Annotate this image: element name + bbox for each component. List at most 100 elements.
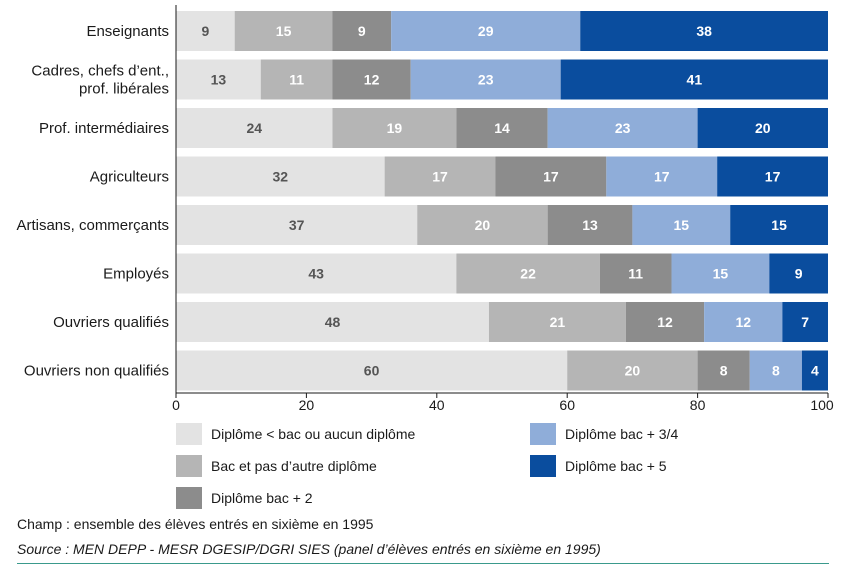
bar-value-label: 13 — [211, 72, 227, 88]
bar-value-label: 17 — [654, 169, 670, 185]
bar-value-label: 12 — [657, 314, 673, 330]
footer-divider — [17, 563, 829, 564]
legend-label: Bac et pas d’autre diplôme — [211, 458, 377, 474]
bar-value-label: 17 — [543, 169, 559, 185]
source-note: Source : MEN DEPP - MESR DGESIP/DGRI SIE… — [17, 541, 601, 557]
category-label: Prof. intermédiaires — [39, 120, 169, 137]
bar-segment — [730, 205, 828, 245]
bar-value-label: 60 — [364, 363, 380, 379]
bar-value-label: 37 — [289, 217, 305, 233]
bar-segment — [234, 11, 333, 51]
bar-segment — [782, 302, 828, 342]
legend-item-bac-3-4: Diplôme bac + 3/4 — [530, 422, 678, 446]
bar-value-label: 15 — [674, 217, 690, 233]
bar-value-label: 23 — [615, 120, 631, 136]
bar-segment — [749, 350, 802, 391]
bar-segment — [801, 350, 828, 391]
legend-item-bac-2: Diplôme bac + 2 — [176, 486, 313, 510]
bar-segment — [176, 156, 385, 197]
bar-value-label: 24 — [246, 120, 262, 136]
bar-value-label: 12 — [364, 72, 380, 88]
legend-swatch — [176, 455, 202, 477]
bar-value-label: 29 — [478, 23, 494, 39]
bar-segment — [176, 205, 418, 245]
bar-segment — [697, 108, 828, 148]
chart-legend: Diplôme < bac ou aucun diplôme Bac et pa… — [176, 422, 816, 518]
bar-value-label: 9 — [201, 23, 209, 39]
bar-segment — [625, 302, 705, 342]
x-tick-label: 20 — [299, 397, 315, 413]
bar-segment — [417, 205, 548, 245]
x-tick-label: 100 — [810, 397, 834, 413]
x-tick-label: 80 — [690, 397, 706, 413]
bar-value-label: 8 — [772, 363, 780, 379]
bar-value-label: 11 — [628, 266, 643, 282]
bar-segment — [332, 11, 392, 51]
bar-value-label: 8 — [720, 363, 728, 379]
bar-segment — [547, 108, 698, 148]
bar-segment — [260, 59, 333, 100]
bar-value-label: 14 — [494, 120, 510, 136]
bar-segment — [176, 302, 489, 342]
category-label: Cadres, chefs d’ent., — [31, 63, 169, 80]
category-label: Ouvriers non qualifiés — [24, 363, 169, 380]
bar-segment — [599, 253, 672, 294]
bar-segment — [704, 302, 783, 342]
legend-swatch — [530, 423, 556, 445]
x-tick-label: 0 — [172, 397, 180, 413]
legend-swatch — [176, 423, 202, 445]
category-label: Artisans, commerçants — [16, 217, 169, 234]
bar-segment — [606, 156, 718, 197]
category-label: Agriculteurs — [90, 169, 169, 186]
legend-swatch — [176, 487, 202, 509]
bar-segment — [580, 11, 828, 51]
bar-value-label: 20 — [475, 217, 491, 233]
bar-value-label: 21 — [550, 314, 566, 330]
legend-item-bac-5: Diplôme bac + 5 — [530, 454, 667, 478]
bar-value-label: 15 — [276, 23, 292, 39]
bar-segment — [176, 108, 333, 148]
bar-value-label: 12 — [735, 314, 751, 330]
legend-swatch — [530, 455, 556, 477]
bar-segment — [671, 253, 770, 294]
bar-value-label: 13 — [582, 217, 598, 233]
bar-segment — [495, 156, 607, 197]
category-label: Enseignants — [86, 23, 169, 40]
bar-segment — [410, 59, 561, 100]
bar-segment — [391, 11, 581, 51]
legend-item-no-diploma: Diplôme < bac ou aucun diplôme — [176, 422, 415, 446]
bar-value-label: 32 — [273, 169, 289, 185]
x-tick-label: 60 — [559, 397, 575, 413]
category-label: Ouvriers qualifiés — [53, 314, 169, 331]
bar-segment — [717, 156, 828, 197]
bar-segment — [567, 350, 698, 391]
bar-value-label: 9 — [795, 266, 803, 282]
x-tick-label: 40 — [429, 397, 445, 413]
bar-segment — [488, 302, 626, 342]
bar-value-label: 7 — [801, 314, 809, 330]
bar-segment — [456, 108, 548, 148]
bar-segment — [332, 108, 457, 148]
bar-value-label: 43 — [308, 266, 324, 282]
bar-segment — [560, 59, 828, 100]
bar-value-label: 17 — [765, 169, 781, 185]
legend-item-bac: Bac et pas d’autre diplôme — [176, 454, 377, 478]
bar-segment — [176, 59, 261, 100]
bar-segment — [697, 350, 750, 391]
bar-value-label: 17 — [432, 169, 448, 185]
bar-value-label: 48 — [325, 314, 341, 330]
bar-value-label: 15 — [713, 266, 729, 282]
bar-segment — [456, 253, 600, 294]
bar-segment — [176, 253, 457, 294]
bar-segment — [176, 350, 568, 391]
bar-value-label: 9 — [358, 23, 366, 39]
legend-label: Diplôme bac + 3/4 — [565, 426, 679, 442]
category-label: Employés — [103, 266, 169, 283]
bar-value-label: 22 — [520, 266, 536, 282]
bar-value-label: 20 — [755, 120, 771, 136]
bar-value-label: 19 — [387, 120, 403, 136]
bar-value-label: 20 — [625, 363, 641, 379]
bar-segment — [332, 59, 411, 100]
bar-value-label: 41 — [687, 72, 703, 88]
bar-segment — [769, 253, 828, 294]
